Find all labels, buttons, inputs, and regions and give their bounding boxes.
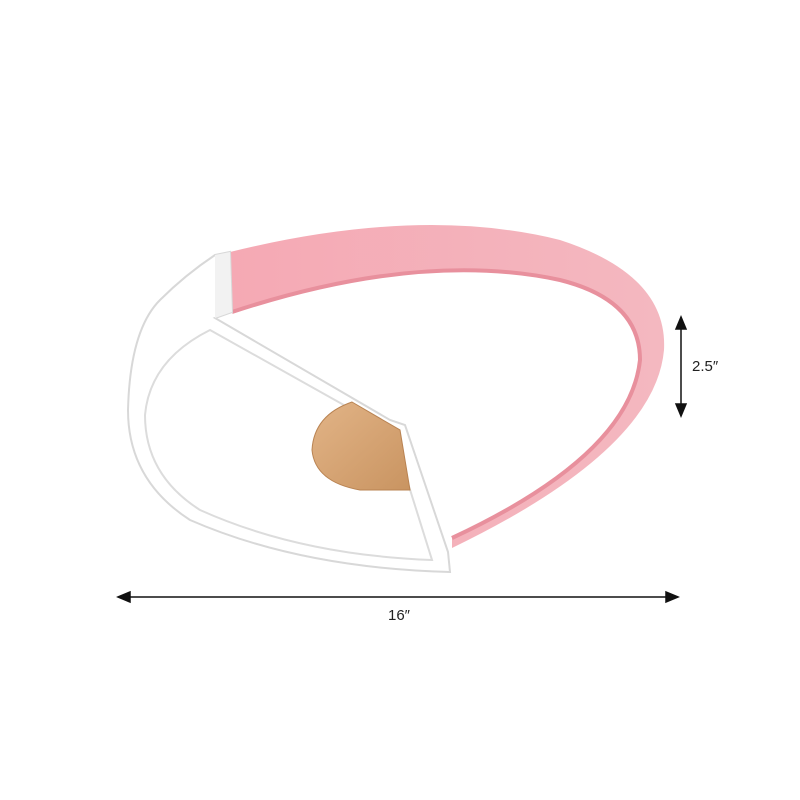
width-label: 16″: [388, 607, 410, 624]
height-dimension-line: [674, 315, 688, 418]
white-frame-inner-opening: [143, 328, 434, 562]
width-dimension-line: [116, 590, 680, 604]
pink-ring-segment: [230, 225, 665, 548]
height-label: 2.5″: [692, 358, 719, 375]
pink-ring-inner-edge: [231, 268, 643, 540]
white-frame-top-face: [215, 252, 232, 318]
wood-accent: [311, 401, 411, 491]
